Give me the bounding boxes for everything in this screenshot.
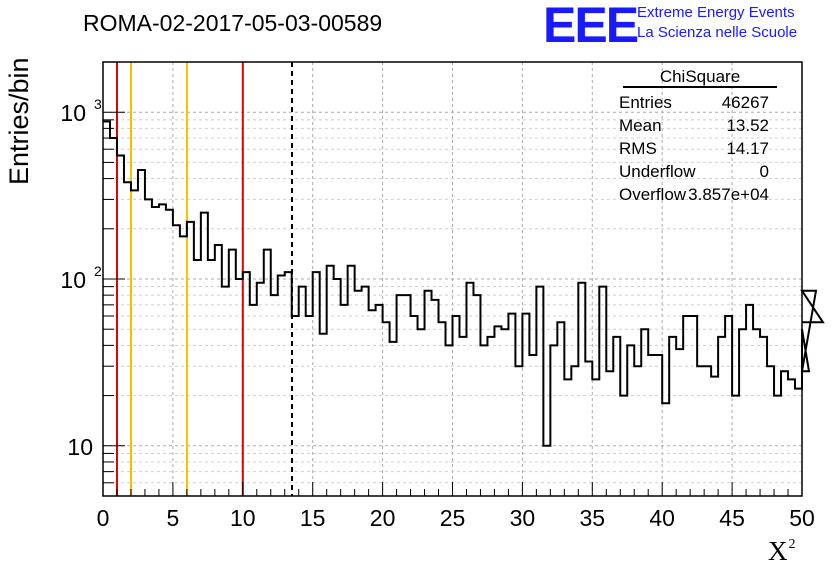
axis-ticks [102, 61, 803, 497]
x-tick-label: 45 [719, 505, 745, 531]
x-tick-label: 20 [370, 505, 396, 531]
stat-row-underflow: Underflow 0 [619, 162, 769, 184]
x-axis-label-exponent: 2 [788, 537, 796, 552]
x-tick-label: 30 [510, 505, 536, 531]
y-tick-label: 10 [60, 100, 86, 126]
histogram-line [103, 120, 825, 447]
stat-value: 46267 [721, 93, 769, 112]
logo-line-2: La Scienza nelle Scuole [637, 24, 798, 41]
y-axis-label: Entries/bin [4, 57, 34, 185]
stat-value: 3.857e+04 [688, 185, 769, 204]
y-tick-exponent: 3 [94, 96, 102, 112]
x-tick-label: 15 [300, 505, 326, 531]
x-tick-label: 35 [580, 505, 606, 531]
x-tick-label: 25 [440, 505, 466, 531]
x-tick-label: 50 [789, 505, 815, 531]
eee-logo: EEE [543, 0, 639, 53]
stats-title: ChiSquare [623, 67, 777, 88]
x-axis-label-text: X [768, 536, 788, 566]
stat-label: Overflow [619, 185, 687, 204]
y-tick-label: 10 [67, 434, 93, 460]
stat-row-entries: Entries 46267 [619, 93, 769, 115]
stat-row-overflow: Overflow 3.857e+04 [619, 185, 769, 207]
stat-label: Mean [619, 116, 662, 135]
x-tick-label: 40 [649, 505, 675, 531]
stat-label: Underflow [619, 162, 696, 181]
stat-row-mean: Mean 13.52 [619, 116, 769, 138]
logo-line-1: Extreme Energy Events [637, 4, 795, 21]
stat-row-rms: RMS 14.17 [619, 139, 769, 161]
stat-label: RMS [619, 139, 657, 158]
chart-title: ROMA-02-2017-05-03-00589 [83, 10, 383, 36]
stats-box: ChiSquare Entries 46267 Mean 13.52 RMS 1… [609, 60, 805, 217]
stat-value: 13.52 [726, 116, 769, 135]
stat-value: 14.17 [726, 139, 769, 158]
x-tick-label: 10 [230, 505, 256, 531]
stat-value: 0 [759, 162, 769, 181]
x-axis-label: X2 [768, 536, 796, 567]
tick-labels: 0 5 10 15 20 25 30 35 40 45 50 10 10 2 10 3 [60, 96, 814, 531]
stat-label: Entries [619, 93, 672, 112]
x-tick-label: 0 [97, 505, 110, 531]
x-tick-label: 5 [167, 505, 180, 531]
y-tick-label: 10 [60, 267, 86, 293]
y-tick-exponent: 2 [94, 263, 102, 279]
